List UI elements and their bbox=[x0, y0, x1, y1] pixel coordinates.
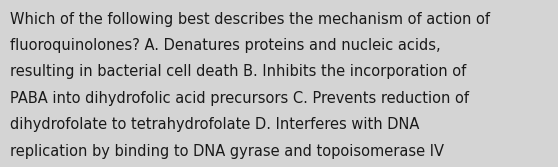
Text: resulting in bacterial cell death B. Inhibits the incorporation of: resulting in bacterial cell death B. Inh… bbox=[10, 64, 466, 79]
Text: replication by binding to DNA gyrase and topoisomerase IV: replication by binding to DNA gyrase and… bbox=[10, 144, 444, 159]
Text: Which of the following best describes the mechanism of action of: Which of the following best describes th… bbox=[10, 12, 490, 27]
Text: PABA into dihydrofolic acid precursors C. Prevents reduction of: PABA into dihydrofolic acid precursors C… bbox=[10, 91, 469, 106]
Text: fluoroquinolones? A. Denatures proteins and nucleic acids,: fluoroquinolones? A. Denatures proteins … bbox=[10, 38, 441, 53]
Text: dihydrofolate to tetrahydrofolate D. Interferes with DNA: dihydrofolate to tetrahydrofolate D. Int… bbox=[10, 117, 420, 132]
